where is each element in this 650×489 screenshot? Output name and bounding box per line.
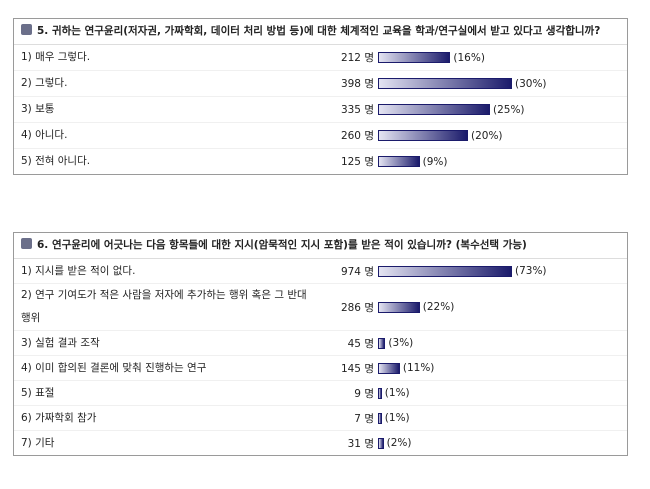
count-value: 335 xyxy=(340,104,361,116)
answer-bar xyxy=(378,130,468,141)
count-value: 212 xyxy=(340,52,361,64)
answer-label: 2) 그렇다. xyxy=(21,77,68,89)
answer-percent: (11%) xyxy=(402,362,435,374)
question-panel: 5. 귀하는 연구윤리(저자권, 가짜학회, 데이터 처리 방법 등)에 대한 … xyxy=(13,18,628,175)
count-value: 974 xyxy=(340,265,361,278)
answer-percent: (3%) xyxy=(388,337,414,349)
answer-count: 260 명 xyxy=(316,128,378,143)
answer-row: 3) 보통 335 명 (25%) xyxy=(14,97,627,123)
answer-percent: (1%) xyxy=(384,387,410,399)
answer-row: 5) 표절 9 명 (1%) xyxy=(14,381,627,406)
answer-row: 5) 전혀 아니다. 125 명 (9%) xyxy=(14,149,627,174)
question-icon xyxy=(21,238,32,249)
answer-percent: (25%) xyxy=(493,103,525,116)
answer-count: 212 명 xyxy=(316,50,378,65)
count-unit: 명 xyxy=(364,104,374,116)
count-unit: 명 xyxy=(364,412,374,425)
answer-bar xyxy=(378,265,512,277)
answer-percent: (22%) xyxy=(422,301,455,313)
answer-label: 5) 전혀 아니다. xyxy=(21,155,91,167)
answer-label: 5) 표절 xyxy=(21,386,55,399)
answer-bar xyxy=(378,362,400,374)
count-unit: 명 xyxy=(364,78,374,90)
count-value: 398 xyxy=(340,78,361,90)
count-unit: 명 xyxy=(364,265,374,278)
answer-bar xyxy=(378,412,382,424)
answer-count: 125 명 xyxy=(316,154,378,169)
answer-percent: (1%) xyxy=(384,412,410,424)
answer-label: 2) 연구 기여도가 적은 사람을 저자에 추가하는 행위 혹은 그 반대 행위 xyxy=(21,289,307,324)
answer-count: 45 명 xyxy=(316,336,378,351)
count-unit: 명 xyxy=(364,130,374,142)
answer-bar xyxy=(378,52,451,63)
answer-count: 335 명 xyxy=(316,102,378,117)
answer-bar xyxy=(378,78,512,89)
answer-label: 3) 보통 xyxy=(21,103,55,115)
answer-row: 2) 연구 기여도가 적은 사람을 저자에 추가하는 행위 혹은 그 반대 행위… xyxy=(14,284,627,331)
count-value: 45 xyxy=(347,337,361,350)
answer-label: 4) 아니다. xyxy=(21,129,68,141)
answer-row: 4) 아니다. 260 명 (20%) xyxy=(14,123,627,149)
question-title: 6. 연구윤리에 어긋나는 다음 항목들에 대한 지시(암묵적인 지시 포함)를… xyxy=(37,239,527,251)
count-unit: 명 xyxy=(364,337,374,350)
count-value: 125 xyxy=(340,156,361,168)
answer-count: 145 명 xyxy=(316,361,378,376)
answer-count: 9 명 xyxy=(316,386,378,401)
answer-count: 398 명 xyxy=(316,76,378,91)
answer-percent: (16%) xyxy=(453,51,485,64)
answer-label: 3) 실험 결과 조작 xyxy=(21,336,100,349)
question-header: 5. 귀하는 연구윤리(저자권, 가짜학회, 데이터 처리 방법 등)에 대한 … xyxy=(14,19,627,45)
count-unit: 명 xyxy=(364,362,374,375)
question-icon xyxy=(21,24,32,35)
answer-row: 1) 지시를 받은 적이 없다. 974 명 (73%) xyxy=(14,259,627,284)
answer-label: 7) 기타 xyxy=(21,436,55,449)
answer-count: 974 명 xyxy=(316,264,378,279)
count-value: 260 xyxy=(340,130,361,142)
count-value: 31 xyxy=(347,437,361,450)
count-unit: 명 xyxy=(364,52,374,64)
answer-bar xyxy=(378,301,420,313)
answer-percent: (73%) xyxy=(515,265,547,277)
answer-bar xyxy=(378,104,490,115)
answer-bar xyxy=(378,437,384,449)
answer-row: 2) 그렇다. 398 명 (30%) xyxy=(14,71,627,97)
count-unit: 명 xyxy=(364,437,374,450)
answer-label: 1) 지시를 받은 적이 없다. xyxy=(21,264,136,277)
question-header: 6. 연구윤리에 어긋나는 다음 항목들에 대한 지시(암묵적인 지시 포함)를… xyxy=(14,233,627,259)
count-value: 286 xyxy=(340,301,361,314)
answer-count: 286 명 xyxy=(316,300,378,315)
count-unit: 명 xyxy=(364,387,374,400)
count-unit: 명 xyxy=(364,156,374,168)
answer-percent: (20%) xyxy=(471,129,503,142)
answer-label: 1) 매우 그렇다. xyxy=(21,51,91,63)
answer-count: 31 명 xyxy=(316,436,378,451)
question-panel: 6. 연구윤리에 어긋나는 다음 항목들에 대한 지시(암묵적인 지시 포함)를… xyxy=(13,232,628,456)
answer-row: 4) 이미 합의된 결론에 맞춰 진행하는 연구 145 명 (11%) xyxy=(14,356,627,381)
count-value: 7 xyxy=(354,412,361,425)
answer-row: 3) 실험 결과 조작 45 명 (3%) xyxy=(14,331,627,356)
count-value: 9 xyxy=(354,387,361,400)
count-value: 145 xyxy=(340,362,361,375)
answer-row: 7) 기타 31 명 (2%) xyxy=(14,431,627,455)
answer-percent: (2%) xyxy=(386,437,412,449)
answer-row: 6) 가짜학회 참가 7 명 (1%) xyxy=(14,406,627,431)
answer-percent: (9%) xyxy=(422,155,448,168)
question-title: 5. 귀하는 연구윤리(저자권, 가짜학회, 데이터 처리 방법 등)에 대한 … xyxy=(37,25,601,37)
answer-percent: (30%) xyxy=(515,77,547,90)
answer-bar xyxy=(378,387,382,399)
answer-label: 4) 이미 합의된 결론에 맞춰 진행하는 연구 xyxy=(21,361,207,374)
count-unit: 명 xyxy=(364,301,374,314)
answer-count: 7 명 xyxy=(316,411,378,426)
answer-row: 1) 매우 그렇다. 212 명 (16%) xyxy=(14,45,627,71)
answer-label: 6) 가짜학회 참가 xyxy=(21,411,97,424)
answer-bar xyxy=(378,156,420,167)
answer-bar xyxy=(378,337,386,349)
